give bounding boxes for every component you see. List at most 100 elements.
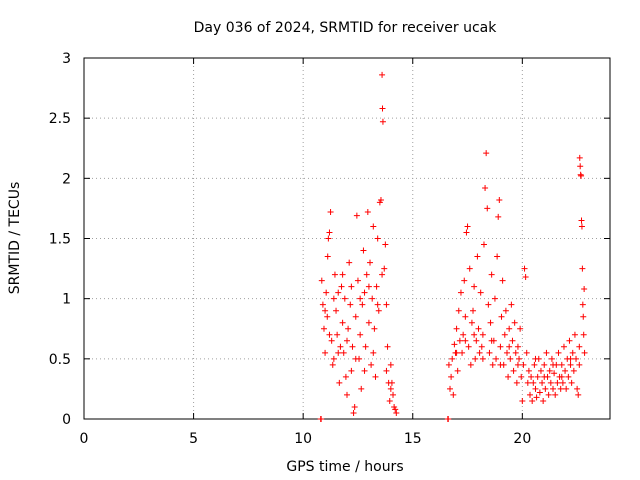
data-point [528, 373, 535, 380]
data-point [387, 361, 394, 368]
data-point [489, 361, 496, 368]
data-point [513, 379, 520, 386]
data-point [517, 325, 524, 332]
data-point [576, 154, 583, 161]
data-point [488, 271, 495, 278]
data-point [374, 235, 381, 242]
data-point [461, 277, 468, 284]
data-point [381, 265, 388, 272]
data-point [521, 265, 528, 272]
data-point [322, 307, 329, 314]
data-point [340, 349, 347, 356]
data-point [542, 385, 549, 392]
data-point [525, 367, 532, 374]
data-point [334, 331, 341, 338]
y-tick-label: 0 [62, 412, 71, 428]
data-point [467, 361, 474, 368]
data-point [541, 361, 548, 368]
data-point [330, 295, 337, 302]
data-point [527, 391, 534, 398]
data-point [351, 403, 358, 410]
data-point [533, 394, 540, 401]
data-point [372, 373, 379, 380]
data-point [506, 343, 513, 350]
data-point [358, 385, 365, 392]
plot-frame [83, 57, 611, 420]
data-point [534, 373, 541, 380]
y-axis-label: SRMTID / TECUs [7, 182, 23, 295]
data-point [514, 361, 521, 368]
data-point [474, 253, 481, 260]
data-point [339, 319, 346, 326]
data-point [379, 71, 386, 78]
data-point [554, 379, 561, 386]
data-point [338, 283, 345, 290]
data-point [512, 349, 519, 356]
x-tick-label: 5 [189, 431, 198, 447]
data-point [478, 343, 485, 350]
data-point [493, 355, 500, 362]
data-point [488, 337, 495, 344]
data-point [363, 271, 370, 278]
data-point [347, 301, 354, 308]
data-point [361, 367, 368, 374]
data-point [579, 265, 586, 272]
data-point [541, 373, 548, 380]
data-point [344, 391, 350, 398]
data-point [581, 286, 588, 293]
data-point [383, 301, 390, 308]
data-point [367, 259, 374, 266]
data-point [551, 370, 558, 377]
data-point [462, 337, 469, 344]
data-point [465, 343, 472, 350]
data-point [530, 379, 537, 386]
data-point [368, 361, 375, 368]
data-point [445, 416, 452, 422]
data-point [532, 385, 539, 392]
data-point [550, 385, 557, 392]
data-point [357, 295, 364, 302]
data-point [557, 385, 564, 392]
data-point [529, 397, 536, 404]
data-point [563, 385, 570, 392]
y-tick-label: 0.5 [49, 352, 71, 368]
data-point [370, 223, 377, 230]
data-point [335, 289, 342, 296]
x-tick-label: 20 [513, 431, 531, 447]
data-point [532, 355, 539, 362]
data-point [342, 373, 349, 380]
data-point [322, 349, 329, 356]
x-tick-label: 10 [294, 431, 312, 447]
data-point [568, 379, 575, 386]
data-point [339, 271, 346, 278]
data-point [453, 349, 460, 356]
data-point [518, 373, 525, 380]
data-point [555, 349, 562, 356]
data-point [348, 283, 355, 290]
data-point [352, 355, 359, 362]
data-point [393, 409, 400, 416]
data-point [337, 343, 344, 350]
data-point [486, 349, 493, 356]
data-point [578, 172, 585, 179]
data-point [318, 277, 325, 284]
data-point [565, 373, 572, 380]
data-point [335, 349, 342, 356]
data-point [345, 325, 352, 332]
data-point [502, 307, 509, 314]
data-point [447, 385, 454, 392]
data-point [470, 307, 477, 314]
data-point [365, 283, 372, 290]
data-point [559, 379, 566, 386]
data-point [326, 229, 333, 236]
data-point [546, 367, 553, 374]
data-point [445, 361, 452, 368]
data-point [349, 343, 356, 350]
data-point [475, 325, 482, 332]
data-point [375, 307, 382, 314]
data-point [508, 301, 515, 308]
data-point [456, 337, 463, 344]
data-point [496, 196, 503, 203]
data-point [460, 331, 467, 338]
data-point [379, 118, 386, 125]
